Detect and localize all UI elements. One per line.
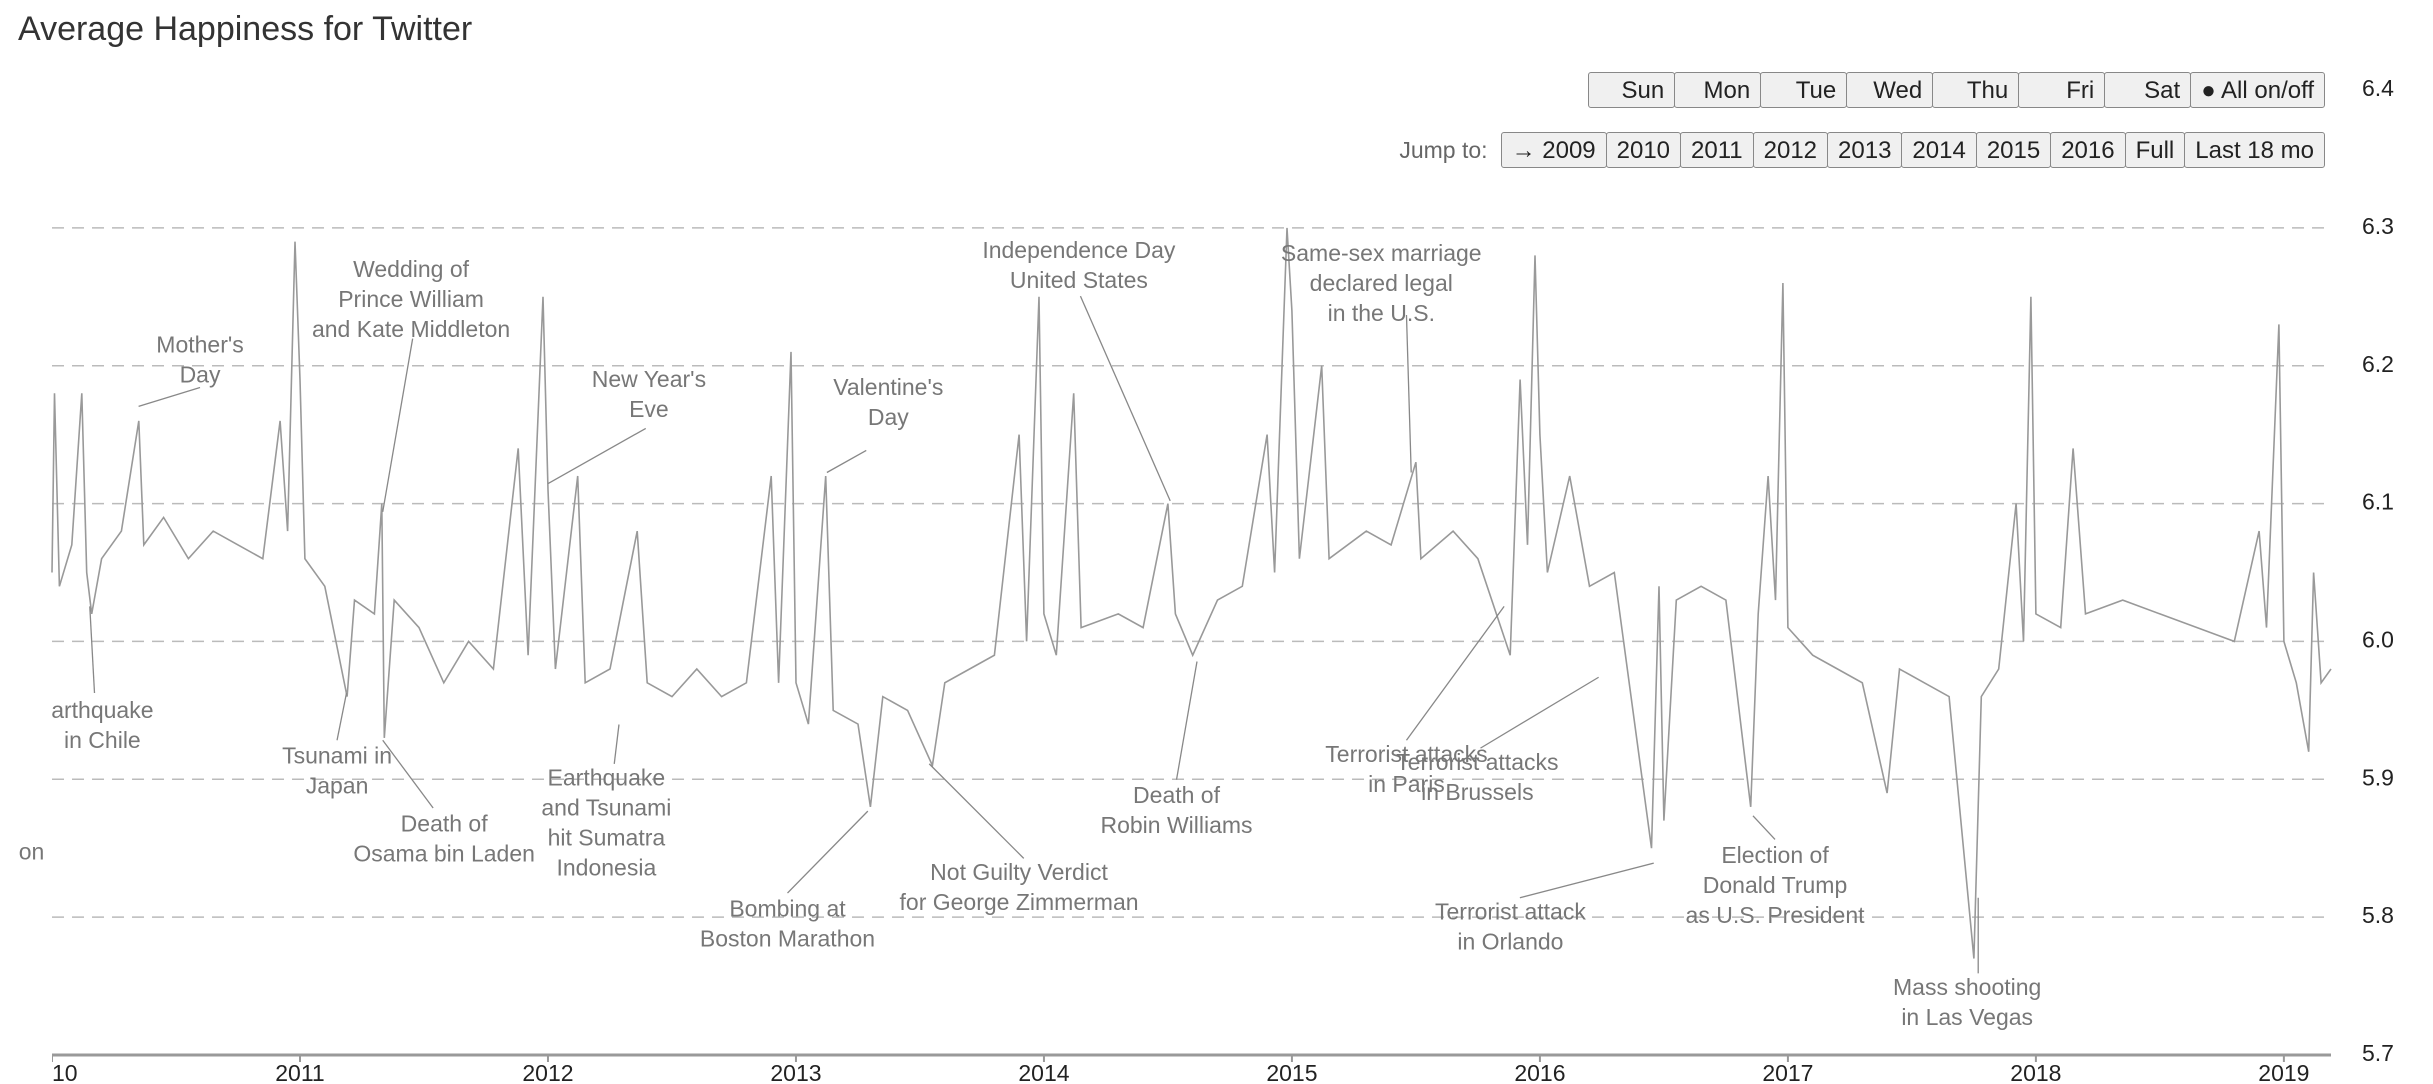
jump-controls: Jump to: → 2009 2010 2011 2012 2013 2014 2015 2… (1399, 132, 2325, 168)
x-tick-label: 2014 (1018, 1060, 1069, 1084)
x-tick-label: 2015 (1266, 1060, 1317, 1084)
button[interactable]: Fri (2018, 72, 2106, 108)
y-tick-label: 6.4 (2362, 75, 2394, 101)
annotation: Valentine's Day (833, 374, 943, 430)
annotation-leader (613, 724, 620, 764)
annotation: Tsunami in Japan (282, 743, 392, 799)
annotation: Earthquake and Tsunami hit Sumatra Indonesi… (541, 765, 671, 881)
annotation: Death of Osama bin Laden (353, 810, 535, 866)
y-tick-label: 6.2 (2362, 351, 2394, 377)
jump-label: Jump to: (1399, 136, 1488, 163)
annotation-leader (1405, 605, 1505, 741)
annotation-leader (138, 386, 201, 407)
annotation-leader (1079, 295, 1171, 502)
chart-title: Average Happiness for Twitter (18, 10, 473, 48)
annotation-leader (89, 606, 96, 694)
annotation: Same-sex marriage declared legal in the U.… (1281, 240, 1482, 326)
annotation: Terrorist attacks in Brussels (1396, 749, 1558, 805)
annotation-leader (1519, 862, 1654, 899)
button[interactable]: Full (2124, 132, 2186, 168)
annotation-leader (787, 810, 869, 894)
button[interactable]: 2012 (1752, 132, 1829, 168)
annotation: Death of Robin Williams (1100, 782, 1252, 838)
annotation: Mass shooting in Las Vegas (1893, 974, 2041, 1030)
button[interactable]: Sun (1588, 72, 1676, 108)
button[interactable]: Mon (1674, 72, 1762, 108)
annotation: on (19, 839, 45, 865)
annotation: Independence Day United States (982, 237, 1176, 293)
button[interactable]: Sat (2104, 72, 2192, 108)
annotation: Terrorist attack in Orlando (1435, 899, 1586, 955)
annotation-leader (382, 338, 414, 512)
button[interactable]: Wed (1846, 72, 1934, 108)
button[interactable]: 2016 (2050, 132, 2126, 168)
annotation: arthquake in Chile (51, 697, 153, 753)
annotation: Bombing at Boston Marathon (700, 895, 875, 951)
button[interactable]: Tue (1760, 72, 1848, 108)
x-tick-label: 2013 (770, 1060, 821, 1084)
y-tick-label: 6.0 (2362, 627, 2394, 653)
button[interactable]: Thu (1932, 72, 2020, 108)
button[interactable]: → 2009 (1500, 132, 1607, 168)
annotation: Mother's Day (156, 332, 243, 388)
button[interactable]: 2015 (1975, 132, 2052, 168)
x-axis: 2010 2011 2012 2013 2014 2015 2016 2017 2018 2019 (26, 1055, 2309, 1084)
x-tick-label: 2019 (2258, 1060, 2309, 1084)
button[interactable]: ● All on/off (2190, 72, 2325, 108)
x-tick-label: 2017 (1762, 1060, 1813, 1084)
button[interactable]: 2010 (1605, 132, 1682, 168)
button[interactable]: 2014 (1901, 132, 1977, 168)
annotation: Not Guilty Verdict for George Zimmerman (900, 859, 1139, 915)
x-tick-label: 2016 (1514, 1060, 1565, 1084)
annotation-leader (1175, 661, 1198, 780)
annotation-leader (336, 692, 348, 741)
annotation: Terrorist attacks in Paris (1325, 741, 1487, 797)
annotation: Wedding of Prince William and Kate Middlet… (312, 256, 510, 342)
x-tick-label: 2010 (26, 1060, 77, 1084)
y-tick-label: 5.7 (2362, 1040, 2394, 1066)
x-tick-label: 2018 (2010, 1060, 2061, 1084)
annotation-leader (826, 449, 867, 474)
annotation: Election of Donald Trump as U.S. President (1686, 842, 1866, 928)
happiness-line (51, 227, 2332, 959)
y-tick-label: 6.1 (2362, 489, 2394, 515)
y-tick-label: 5.8 (2362, 902, 2394, 928)
annotation-leader (547, 427, 647, 485)
annotation-leader (1480, 676, 1599, 749)
annotation-leader (1752, 815, 1776, 840)
button[interactable]: Last 18 mo (2184, 132, 2325, 168)
day-toggles: Sun Mon Tue Wed Thu Fri Sat ● All on/off (1588, 72, 2325, 108)
x-tick-label: 2011 (275, 1060, 324, 1084)
x-tick-label: 2012 (522, 1060, 573, 1084)
annotation-leader (1405, 314, 1412, 473)
annotation-leader (928, 763, 1025, 859)
y-tick-label: 5.9 (2362, 764, 2394, 790)
button[interactable]: 2013 (1827, 132, 1903, 168)
button[interactable]: 2011 (1680, 132, 1754, 168)
annotation-leader (382, 739, 434, 809)
y-tick-label: 6.3 (2362, 213, 2394, 239)
annotation: New Year's Eve (592, 366, 706, 422)
